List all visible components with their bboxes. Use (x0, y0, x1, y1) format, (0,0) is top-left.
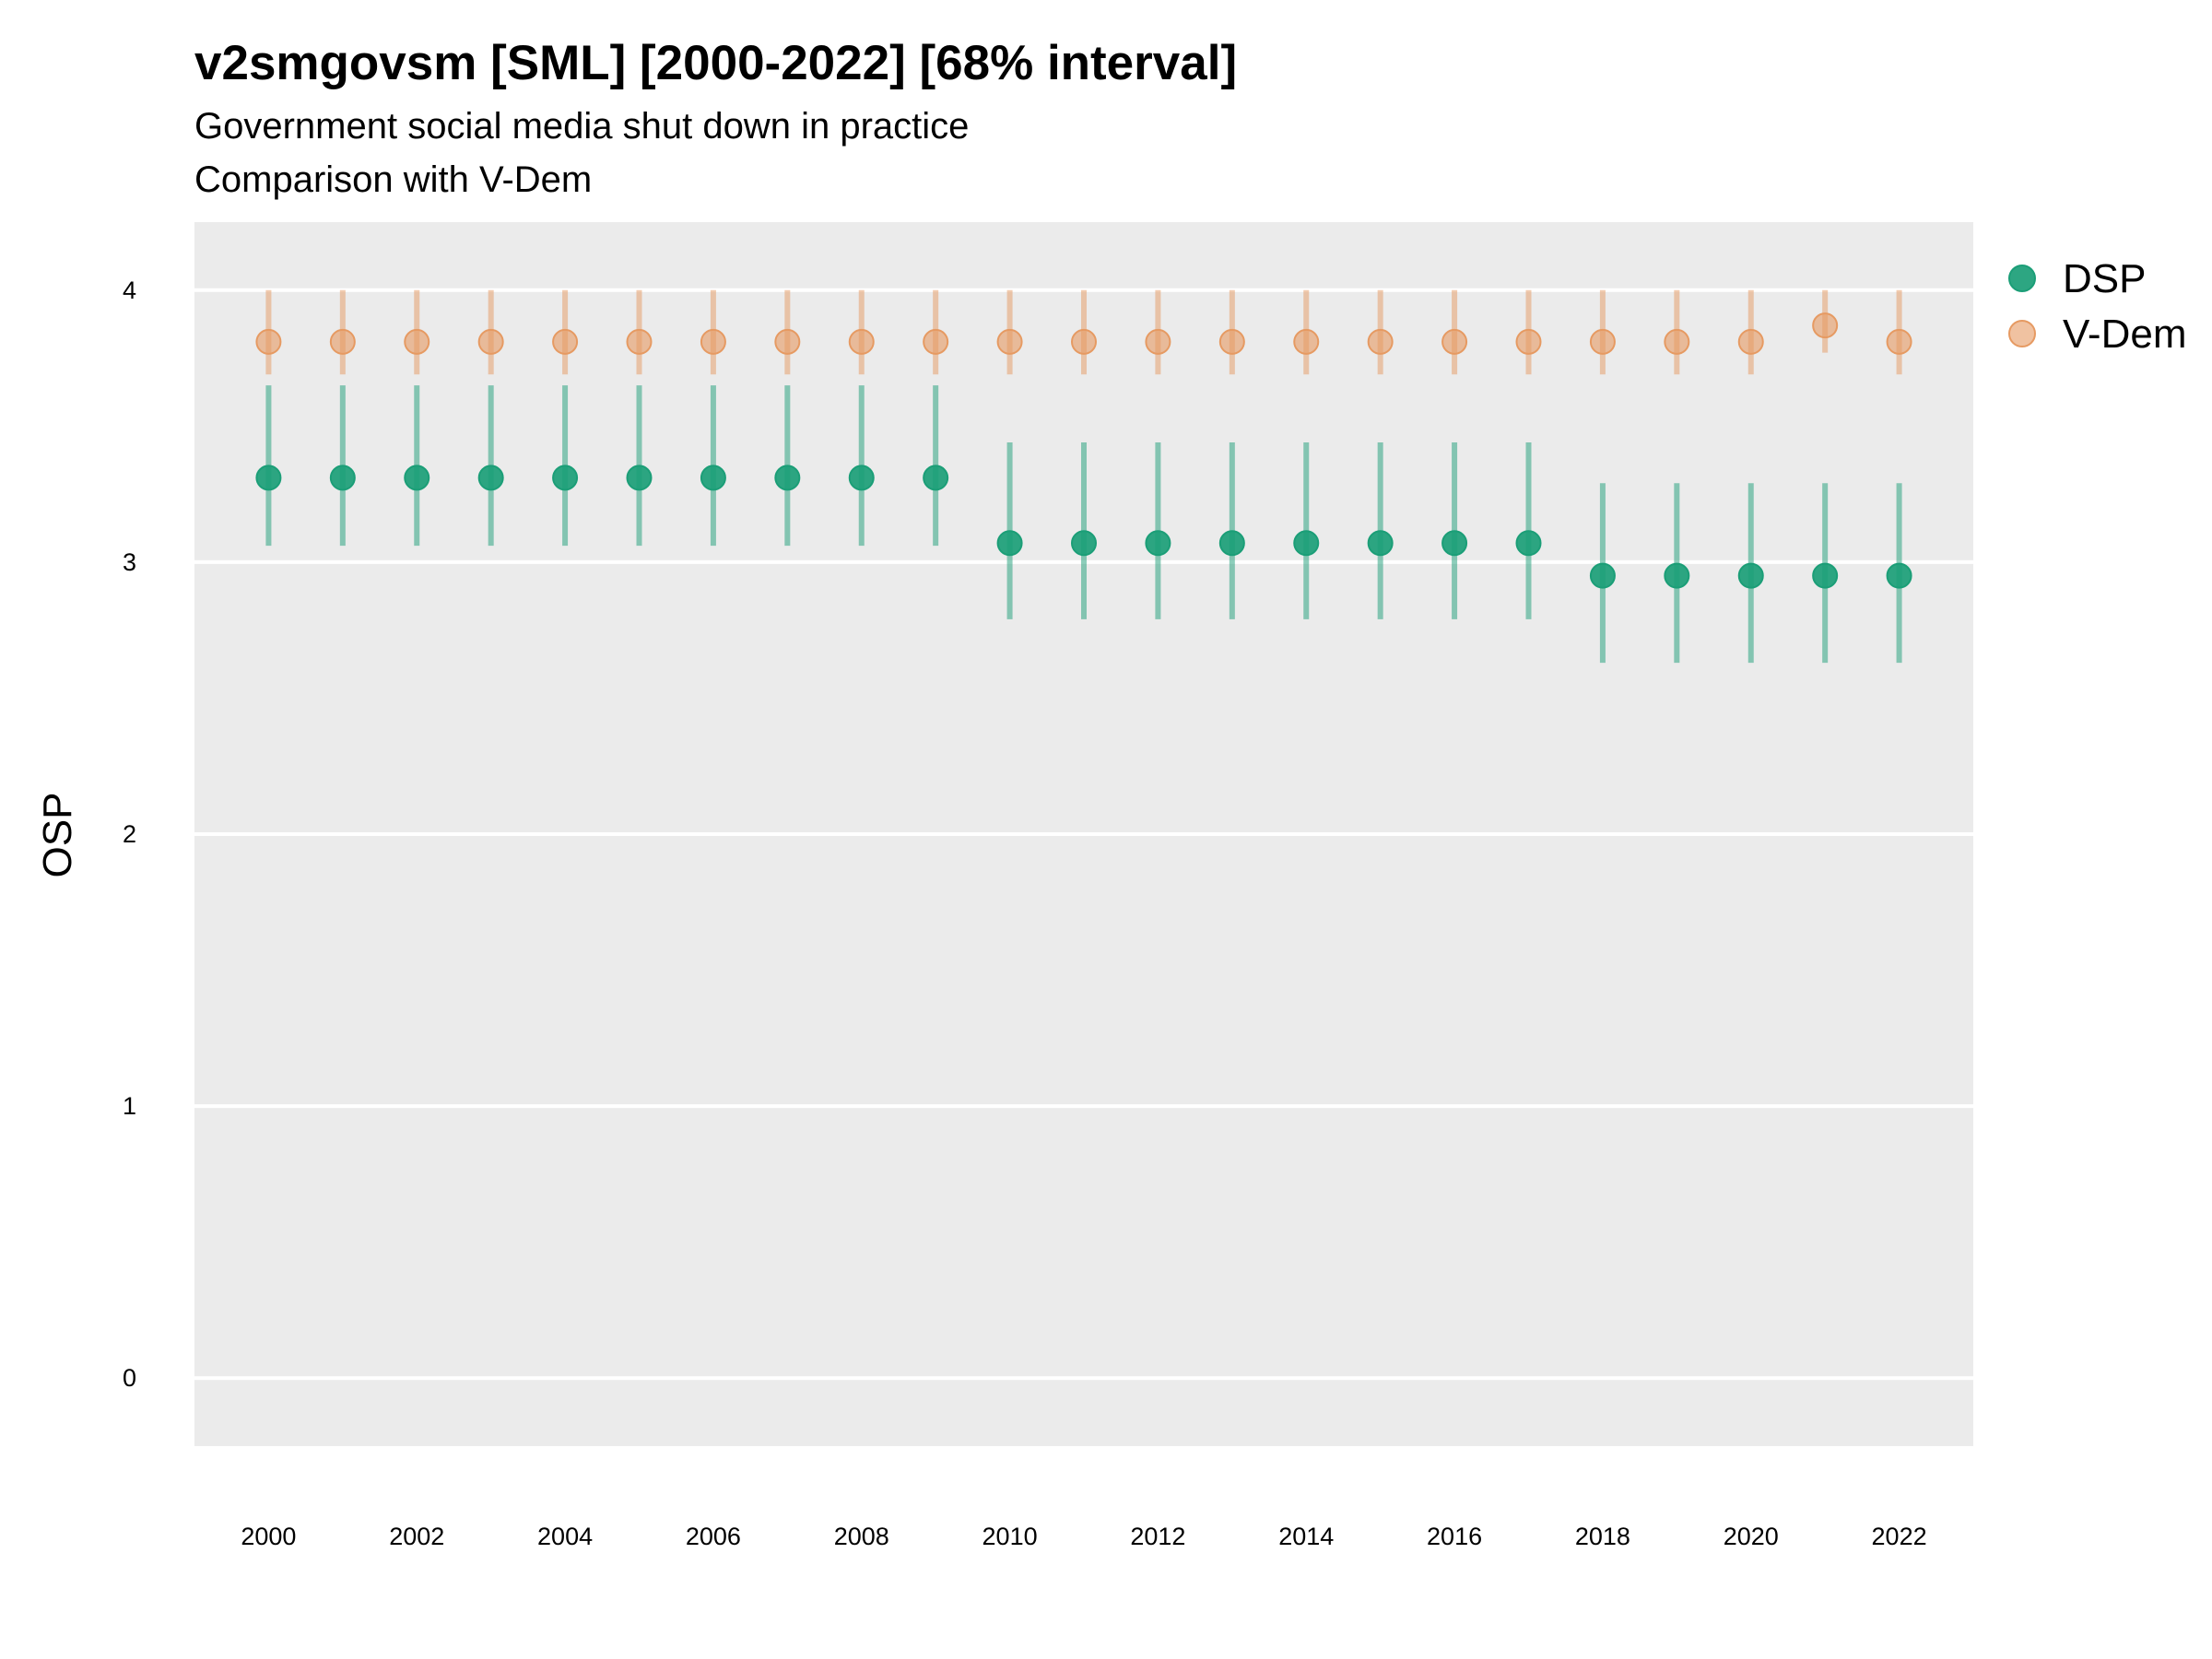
data-point (1737, 328, 1764, 355)
data-point (477, 328, 504, 355)
data-point (996, 328, 1023, 355)
data-point (1218, 328, 1245, 355)
x-tick-label: 2008 (834, 1523, 889, 1550)
data-point (848, 465, 875, 491)
data-point (700, 328, 726, 355)
data-point (552, 465, 579, 491)
chart-subtitle-2: Comparison with V-Dem (194, 159, 593, 200)
y-tick-label: 3 (123, 548, 136, 576)
x-tick-label: 2010 (982, 1523, 1038, 1550)
data-point (1367, 328, 1394, 355)
y-axis-title: OSP (35, 793, 80, 878)
data-point (1441, 530, 1468, 557)
x-tick-label: 2020 (1724, 1523, 1779, 1550)
data-point (1589, 328, 1616, 355)
x-tick-label: 2016 (1427, 1523, 1482, 1550)
data-point (1145, 328, 1171, 355)
data-point (996, 530, 1023, 557)
data-point (404, 328, 430, 355)
legend: DSP V-Dem (2008, 256, 2186, 357)
series-v-dem (255, 289, 1912, 375)
data-point (1886, 328, 1912, 355)
x-tick-label: 2000 (241, 1523, 296, 1550)
data-point (255, 328, 282, 355)
data-point (1886, 562, 1912, 589)
data-point (329, 465, 356, 491)
series-dsp (255, 385, 1912, 664)
data-point (1145, 530, 1171, 557)
y-tick-label: 1 (123, 1092, 136, 1120)
legend-marker (2008, 265, 2036, 292)
x-tick-label: 2004 (537, 1523, 593, 1550)
data-point (1737, 562, 1764, 589)
data-point (1293, 530, 1320, 557)
data-point (552, 328, 579, 355)
data-point (774, 328, 801, 355)
data-point (1812, 562, 1839, 589)
data-point (1664, 328, 1690, 355)
y-axis-ticks: 0 1 2 3 4 (123, 276, 136, 1392)
data-point (1515, 530, 1542, 557)
chart-subtitle-1: Government social media shut down in pra… (194, 106, 970, 147)
data-point (774, 465, 801, 491)
legend-label: V-Dem (2063, 312, 2186, 357)
x-axis-ticks: 2000 2002 2004 2006 2008 2010 2012 2014 2016 2018… (241, 1523, 1926, 1550)
data-point (1515, 328, 1542, 355)
data-point (477, 465, 504, 491)
data-point (626, 465, 653, 491)
data-point (1071, 530, 1097, 557)
legend-label: DSP (2063, 256, 2146, 301)
y-tick-label: 4 (123, 276, 136, 304)
data-point (1589, 562, 1616, 589)
data-point (923, 465, 949, 491)
y-tick-label: 2 (123, 820, 136, 848)
data-point (1664, 562, 1690, 589)
data-point (1812, 312, 1839, 339)
x-tick-label: 2018 (1575, 1523, 1630, 1550)
legend-marker (2008, 320, 2036, 347)
data-point (329, 328, 356, 355)
x-tick-label: 2014 (1278, 1523, 1334, 1550)
x-tick-label: 2012 (1130, 1523, 1185, 1550)
data-point (923, 328, 949, 355)
data-point (1441, 328, 1468, 355)
data-point (404, 465, 430, 491)
data-point (700, 465, 726, 491)
x-tick-label: 2002 (389, 1523, 444, 1550)
data-point (626, 328, 653, 355)
x-tick-label: 2006 (686, 1523, 741, 1550)
x-tick-label: 2022 (1872, 1523, 1927, 1550)
data-point (1293, 328, 1320, 355)
chart-title: v2smgovsm [SML] [2000-2022] [68% interva… (194, 36, 1238, 90)
data-point (1218, 530, 1245, 557)
y-tick-label: 0 (123, 1364, 136, 1392)
data-point (848, 328, 875, 355)
series-layer (255, 289, 1912, 664)
data-point (1071, 328, 1097, 355)
data-point (1367, 530, 1394, 557)
data-point (255, 465, 282, 491)
